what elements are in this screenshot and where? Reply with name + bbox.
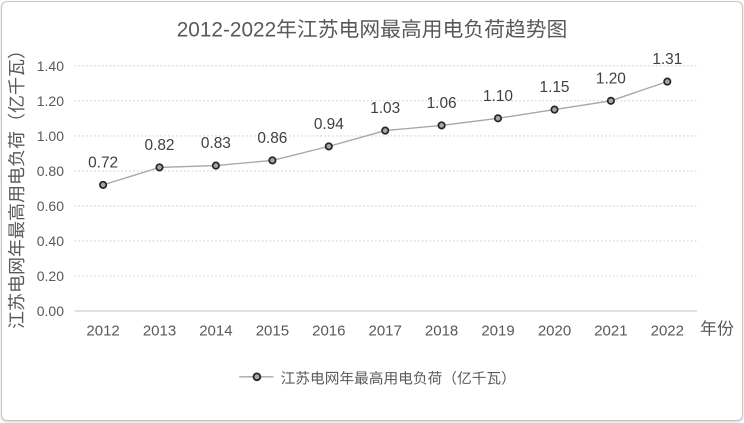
svg-text:2016: 2016	[312, 323, 345, 340]
svg-text:2022: 2022	[651, 323, 684, 340]
svg-text:2012: 2012	[86, 323, 119, 340]
svg-text:1.40: 1.40	[37, 58, 64, 74]
svg-text:1.06: 1.06	[427, 95, 457, 112]
svg-text:2017: 2017	[369, 323, 402, 340]
svg-text:0.83: 0.83	[201, 135, 231, 152]
svg-text:1.15: 1.15	[540, 79, 570, 96]
svg-text:0.40: 0.40	[37, 233, 64, 249]
svg-text:1.20: 1.20	[37, 93, 64, 109]
svg-text:2015: 2015	[256, 323, 289, 340]
svg-text:2019: 2019	[481, 323, 514, 340]
svg-text:2018: 2018	[425, 323, 458, 340]
svg-text:2012-2022: 2012-2022	[177, 19, 276, 42]
svg-text:0.72: 0.72	[88, 154, 118, 171]
svg-text:1.00: 1.00	[37, 128, 64, 144]
svg-text:1.20: 1.20	[596, 70, 626, 87]
svg-text:0.60: 0.60	[37, 198, 64, 214]
svg-text:0.82: 0.82	[145, 137, 175, 154]
svg-text:0.00: 0.00	[37, 303, 64, 319]
svg-text:0.94: 0.94	[314, 116, 344, 133]
svg-text:1.10: 1.10	[483, 88, 513, 105]
svg-text:2021: 2021	[594, 323, 627, 340]
svg-text:2013: 2013	[143, 323, 176, 340]
svg-text:2014: 2014	[199, 323, 232, 340]
svg-text:2020: 2020	[538, 323, 571, 340]
svg-text:0.80: 0.80	[37, 163, 64, 179]
svg-text:0.20: 0.20	[37, 268, 64, 284]
svg-text:1.31: 1.31	[652, 51, 682, 68]
svg-text:1.03: 1.03	[370, 100, 400, 117]
svg-text:0.86: 0.86	[257, 130, 287, 147]
